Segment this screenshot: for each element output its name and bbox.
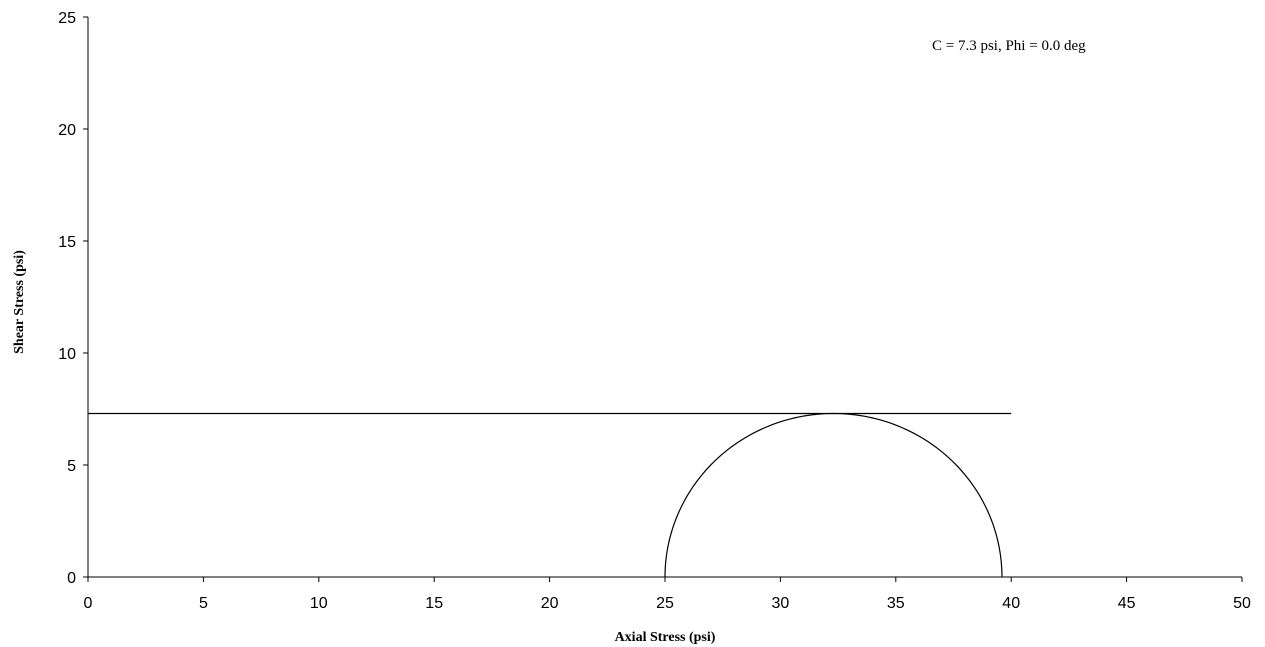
y-tick-label: 5 (67, 458, 76, 475)
x-axis: 0 5 10 15 20 25 30 35 40 45 50 (84, 576, 1251, 612)
y-tick-label: 25 (58, 10, 76, 27)
x-tick-label: 35 (887, 595, 905, 612)
y-tick-label: 10 (58, 346, 76, 363)
x-tick-label: 40 (1002, 595, 1020, 612)
strength-parameters-annotation: C = 7.3 psi, Phi = 0.0 deg (932, 38, 1086, 54)
y-axis: 0 5 10 15 20 25 (58, 10, 89, 587)
x-tick-label: 25 (656, 595, 674, 612)
x-axis-title: Axial Stress (psi) (615, 630, 716, 645)
x-tick-label: 45 (1118, 595, 1136, 612)
x-tick-label: 5 (199, 595, 208, 612)
y-tick-label: 0 (67, 570, 76, 587)
y-tick-label: 15 (58, 234, 76, 251)
y-tick-label: 20 (58, 122, 76, 139)
x-tick-label: 20 (541, 595, 559, 612)
series (88, 412, 1012, 578)
x-tick-label: 15 (425, 595, 443, 612)
x-tick-label: 0 (84, 595, 93, 612)
x-tick-label: 50 (1233, 595, 1251, 612)
mohr-circle-arc (664, 412, 1003, 578)
y-axis-title: Shear Stress (psi) (12, 250, 27, 354)
x-tick-label: 10 (310, 595, 328, 612)
x-tick-label: 30 (772, 595, 790, 612)
